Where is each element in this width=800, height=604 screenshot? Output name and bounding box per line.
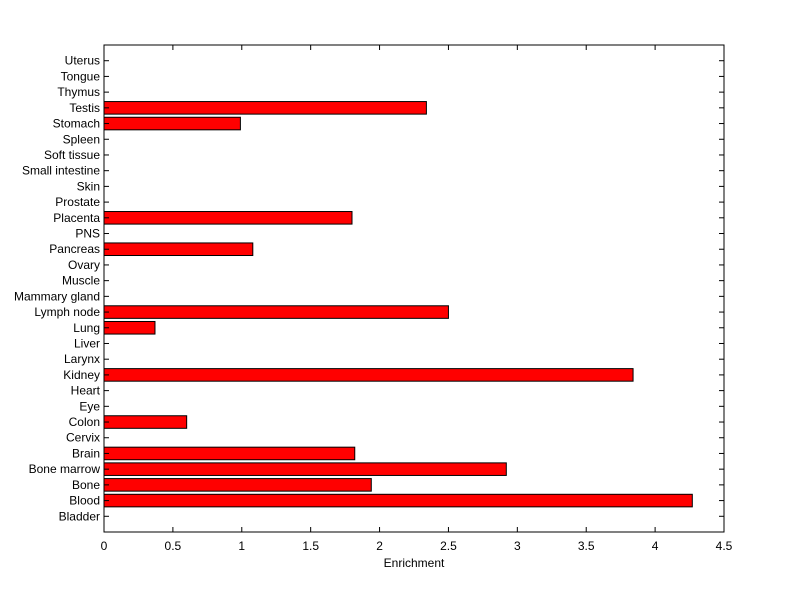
bar-stomach <box>103 116 241 131</box>
bar-placenta <box>103 211 353 225</box>
bar-lymph-node <box>103 305 449 319</box>
y-tick-label: Soft tissue <box>44 148 100 162</box>
y-tick-label: Thymus <box>57 85 100 99</box>
x-tick-label: 1.5 <box>302 539 319 553</box>
x-tick-label: 2.5 <box>440 539 457 553</box>
x-tick-label: 3.5 <box>578 539 595 553</box>
y-tick-label: PNS <box>75 227 100 241</box>
y-tick-label: Liver <box>74 336 100 350</box>
y-tick-label: Spleen <box>63 132 100 146</box>
y-tick-label: Heart <box>71 384 101 398</box>
x-tick-label: 3 <box>514 539 521 553</box>
x-tick-label: 0.5 <box>165 539 182 553</box>
plot-area-frame <box>103 44 725 533</box>
y-tick-label: Testis <box>69 101 100 115</box>
y-tick-label: Lung <box>73 321 100 335</box>
bar-bone-marrow <box>103 462 507 476</box>
y-tick-label: Pancreas <box>49 242 100 256</box>
y-tick-label: Cervix <box>66 431 100 445</box>
y-tick-label: Bone <box>72 478 100 492</box>
y-tick-label: Lymph node <box>34 305 100 319</box>
y-tick-label: Mammary gland <box>14 289 100 303</box>
y-tick-label: Prostate <box>55 195 100 209</box>
bar-brain <box>103 446 356 461</box>
y-tick-label: Tongue <box>61 69 101 83</box>
y-tick-label: Larynx <box>64 352 100 366</box>
y-tick-label: Kidney <box>63 368 100 382</box>
y-tick-label: Colon <box>69 415 100 429</box>
bar-pancreas <box>103 242 254 257</box>
y-tick-label: Muscle <box>62 274 100 288</box>
bar-colon <box>103 415 188 429</box>
y-tick-label: Bladder <box>59 509 100 523</box>
x-axis-title: Enrichment <box>384 556 445 570</box>
y-tick-label: Small intestine <box>22 164 100 178</box>
bar-blood <box>103 493 693 508</box>
bar-bone <box>103 478 372 492</box>
bar-testis <box>103 101 427 115</box>
y-tick-label: Blood <box>69 494 100 508</box>
y-tick-label: Placenta <box>53 211 100 225</box>
y-tick-label: Ovary <box>68 258 100 272</box>
x-tick-label: 0 <box>101 539 108 553</box>
y-tick-label: Brain <box>72 446 100 460</box>
bar-lung <box>103 320 156 335</box>
x-tick-label: 4 <box>652 539 659 553</box>
bar-kidney <box>103 368 634 382</box>
y-tick-label: Eye <box>79 399 100 413</box>
x-tick-label: 4.5 <box>716 539 733 553</box>
y-tick-label: Bone marrow <box>29 462 101 476</box>
y-tick-label: Skin <box>77 179 100 193</box>
y-tick-label: Stomach <box>53 117 100 131</box>
y-tick-label: Uterus <box>65 54 100 68</box>
bars-layer <box>103 101 693 508</box>
x-tick-label: 1 <box>238 539 245 553</box>
x-tick-label: 2 <box>376 539 383 553</box>
